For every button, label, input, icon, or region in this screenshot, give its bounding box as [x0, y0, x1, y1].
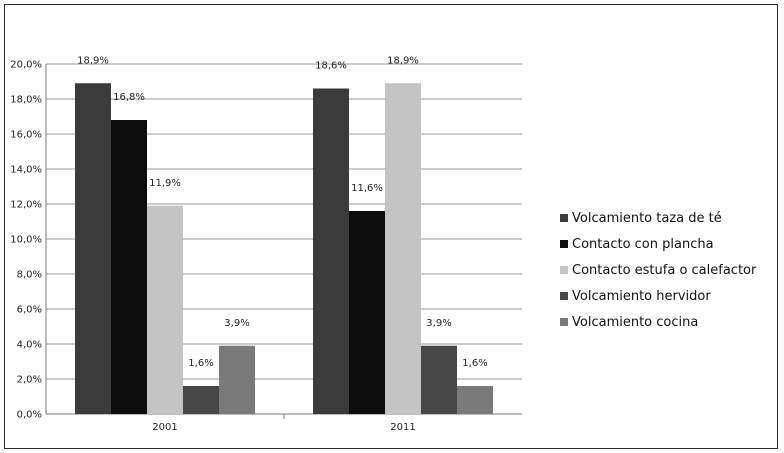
bars [75, 83, 493, 414]
data-label: 16,8% [113, 92, 145, 103]
data-label: 1,6% [462, 358, 487, 369]
data-label: 1,6% [188, 358, 213, 369]
legend-swatch [560, 292, 568, 300]
bar [313, 88, 349, 414]
bar [385, 83, 421, 414]
bar [147, 205, 183, 414]
legend-label: Contacto estufa o calefactor [572, 263, 757, 278]
y-tick-label: 2,0% [17, 375, 42, 386]
data-label: 3,9% [224, 318, 249, 329]
x-tick-label: 2011 [390, 422, 415, 433]
bar [219, 345, 255, 414]
y-tick-label: 6,0% [17, 305, 42, 316]
x-tick-label: 2001 [152, 422, 177, 433]
data-label: 11,6% [351, 183, 383, 194]
legend-swatch [560, 214, 568, 222]
bar [349, 211, 385, 414]
y-tick-label: 12,0% [10, 200, 42, 211]
y-tick-label: 10,0% [10, 235, 42, 246]
bar [457, 386, 493, 414]
data-labels: 18,9% 16,8% 11,9% 1,6% 3,9% 18,6% 11,6% 18,9% 3,… [77, 55, 488, 369]
legend-label: Volcamiento taza de té [572, 211, 722, 226]
y-tick-label: 4,0% [17, 340, 42, 351]
legend: Volcamiento taza de té Contacto con planc… [560, 211, 757, 330]
data-label: 3,9% [426, 318, 451, 329]
data-label: 18,9% [387, 55, 419, 66]
bar [111, 120, 147, 414]
axes: 0,0% 2,0% 4,0% 6,0% 8,0% 10,0% 12,0% 14,0% 16,0%… [10, 60, 522, 433]
y-tick-label: 14,0% [10, 165, 42, 176]
legend-swatch [560, 318, 568, 326]
data-label: 11,9% [149, 178, 181, 189]
legend-label: Volcamiento cocina [572, 315, 698, 330]
legend-label: Volcamiento hervidor [572, 289, 711, 304]
y-tick-label: 16,0% [10, 130, 42, 141]
y-tick-label: 8,0% [17, 270, 42, 281]
data-label: 18,9% [77, 55, 109, 66]
bar [183, 386, 219, 414]
legend-swatch [560, 240, 568, 248]
y-tick-label: 20,0% [10, 60, 42, 71]
data-label: 18,6% [315, 61, 347, 72]
legend-swatch [560, 266, 568, 274]
y-tick-label: 18,0% [10, 95, 42, 106]
legend-label: Contacto con plancha [572, 237, 714, 252]
y-tick-label: 0,0% [17, 410, 42, 421]
bar [421, 345, 457, 414]
bar [75, 83, 111, 414]
